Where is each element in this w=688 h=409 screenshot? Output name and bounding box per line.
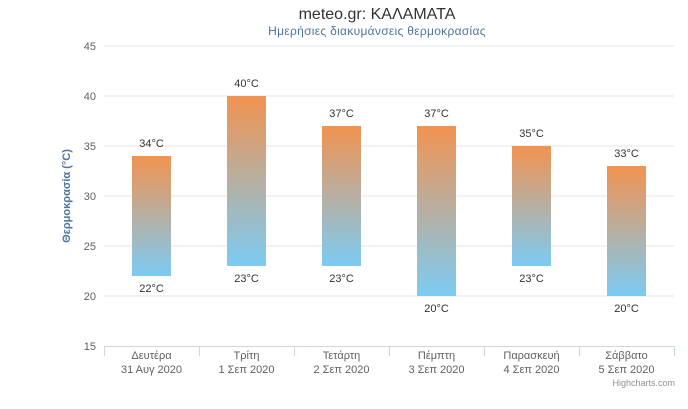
y-tick-label: 35 [84, 141, 96, 153]
bars [132, 96, 646, 296]
data-labels: 34°C 22°C 40°C 23°C 37°C 23°C 37°C 20°C 35°C 23°C… [139, 78, 639, 315]
chart-subtitle: Ημερήσιες διακυμάνσεις θερμοκρασίας [268, 24, 486, 38]
low-label: 20°C [614, 303, 639, 315]
x-tick-date: 31 Αυγ 2020 [121, 364, 182, 376]
y-tick-label: 15 [84, 341, 96, 353]
credits-link[interactable]: Highcharts.com [612, 378, 675, 388]
low-label: 23°C [519, 273, 544, 285]
high-label: 33°C [614, 148, 639, 160]
x-axis: Δευτέρα 31 Αυγ 2020 Τρίτη 1 Σεπ 2020 Τετάρτη… [104, 346, 675, 376]
high-label: 35°C [519, 128, 544, 140]
y-axis-title: Θερμοκρασία (°C) [61, 149, 73, 243]
temperature-bar[interactable] [607, 166, 646, 296]
temperature-bar[interactable] [512, 146, 551, 266]
y-tick-label: 20 [84, 291, 96, 303]
high-label: 40°C [234, 78, 259, 90]
chart-title: meteo.gr: ΚΑΛΑΜΑΤΑ [299, 6, 456, 23]
low-label: 23°C [234, 273, 259, 285]
y-axis-ticks: 15 20 25 30 35 40 45 [84, 41, 96, 353]
grid-lines [104, 45, 674, 297]
x-tick-date: 4 Σεπ 2020 [504, 364, 560, 376]
x-tick-date: 1 Σεπ 2020 [219, 364, 275, 376]
x-tick-day: Δευτέρα [131, 350, 172, 362]
temperature-bar[interactable] [227, 96, 266, 266]
low-label: 23°C [329, 273, 354, 285]
x-tick-day: Πέμπτη [418, 350, 455, 362]
low-label: 22°C [139, 283, 164, 295]
temperature-bar[interactable] [132, 156, 171, 276]
high-label: 34°C [139, 138, 164, 150]
x-tick-date: 5 Σεπ 2020 [599, 364, 655, 376]
x-tick-date: 2 Σεπ 2020 [314, 364, 370, 376]
temperature-bar[interactable] [417, 126, 456, 296]
temperature-bar[interactable] [322, 126, 361, 266]
x-tick-date: 3 Σεπ 2020 [409, 364, 465, 376]
y-tick-label: 25 [84, 241, 96, 253]
x-tick-day: Σάββατο [605, 350, 647, 362]
x-tick-day: Παρασκευή [503, 350, 559, 362]
x-tick-day: Τετάρτη [323, 350, 361, 362]
y-tick-label: 40 [84, 91, 96, 103]
y-tick-label: 30 [84, 191, 96, 203]
high-label: 37°C [329, 108, 354, 120]
low-label: 20°C [424, 303, 449, 315]
y-tick-label: 45 [84, 41, 96, 53]
high-label: 37°C [424, 108, 449, 120]
x-tick-day: Τρίτη [234, 350, 260, 362]
